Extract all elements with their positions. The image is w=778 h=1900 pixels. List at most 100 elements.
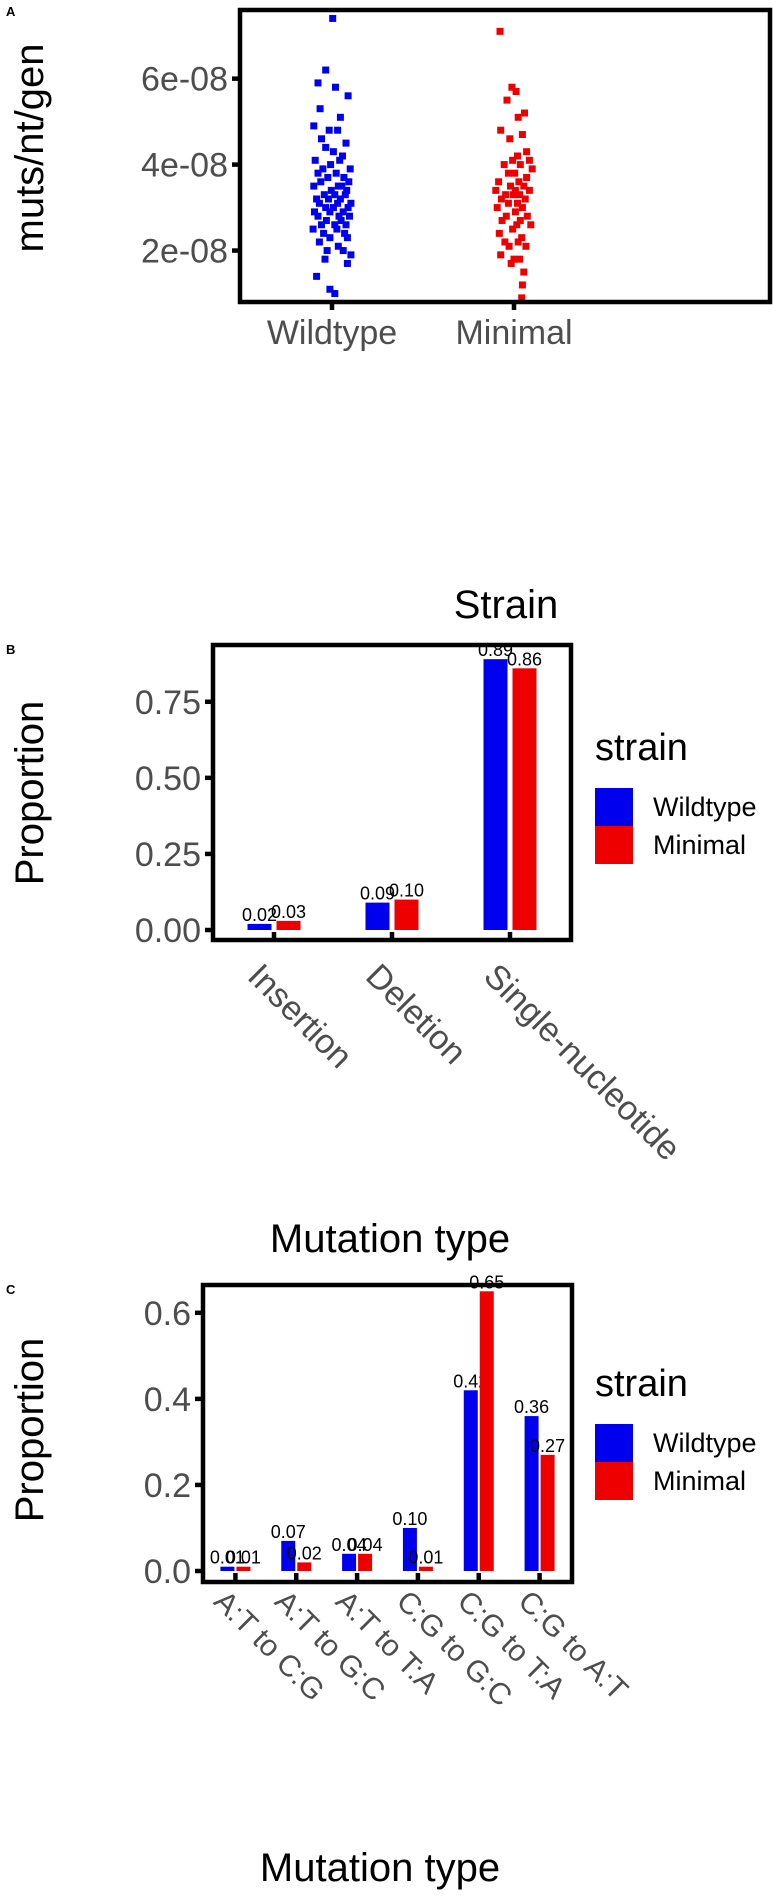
y-tick-label: 0.6 [144,1295,191,1333]
legend-label-minimal: Minimal [653,1466,746,1496]
bar-minimal-deletion [394,899,419,930]
scatter-point-minimal [497,195,505,203]
scatter-point-minimal [509,191,517,199]
scatter-point-minimal [510,255,518,263]
scatter-point-minimal [505,242,513,250]
scatter-point-wildtype [346,212,353,220]
scatter-point-wildtype [325,126,333,134]
scatter-point-wildtype [340,173,348,181]
bar-wildtype-single-nucleotide [483,659,508,930]
scatter-point-wildtype [321,255,329,263]
panel-b-bar-chart: B Strain Proportion Mutation type 0.000.… [6,583,757,1261]
scatter-point-minimal [495,178,503,186]
scatter-point-wildtype [331,191,339,199]
scatter-point-wildtype [336,156,344,164]
scatter-point-minimal [508,83,516,91]
y-tick-label: 0.50 [135,760,201,798]
scatter-point-minimal [514,152,521,160]
bar-wildtype-insertion [247,923,272,930]
scatter-point-wildtype [336,195,344,203]
scatter-point-wildtype [334,126,342,134]
scatter-point-wildtype [342,139,350,147]
data-label-wildtype-insertion: 0.02 [242,905,277,925]
scatter-point-wildtype [320,229,328,237]
panel-a-scatter: A muts/nt/gen 2e-08 4e-08 6e-08 Wildtype Mi… [6,4,773,352]
scatter-point-minimal [501,238,509,246]
scatter-point-wildtype [327,161,335,169]
scatter-point-minimal [525,156,533,164]
scatter-point-minimal [516,216,524,224]
legend-key-minimal [595,826,633,864]
scatter-point-wildtype [341,191,349,199]
scatter-point-minimal [502,191,510,199]
scatter-point-minimal [506,135,514,143]
scatter-point-wildtype [344,204,352,212]
panel-b-legend: strain Wildtype Minimal [595,727,757,864]
scatter-point-wildtype [309,225,317,233]
scatter-point-minimal [522,242,530,250]
data-label-wildtype-c-g-to-t-a: 0.42 [453,1371,488,1391]
panel-b-letter: B [6,642,15,657]
x-tick-label-minimal: Minimal [455,314,572,352]
panel-b-frame [210,642,574,943]
panel-c-y-axis-label: Proportion [8,1338,52,1523]
data-label-minimal-c-g-to-t-a: 0.65 [469,1272,504,1292]
scatter-point-wildtype [318,135,325,143]
scatter-point-wildtype [346,165,354,173]
scatter-point-minimal [504,199,512,207]
panel-c-bars: 0.010.010.070.02 0.040.040.100.010.420.65… [210,1272,565,1571]
bar-wildtype-c-g-to-a-t [524,1416,539,1571]
scatter-point-wildtype [331,221,339,229]
x-tick-label-deletion: Deletion [358,957,473,1072]
panel-c-letter: C [6,1282,16,1297]
panel-b-x-axis-label: Mutation type [270,1217,510,1261]
scatter-point-wildtype [311,208,318,216]
scatter-point-wildtype [322,66,330,74]
scatter-point-minimal [516,255,524,263]
data-label-minimal-single-nucleotide: 0.86 [507,649,542,669]
bar-minimal-c-g-to-t-a [479,1291,494,1571]
scatter-point-wildtype [337,216,345,224]
scatter-point-minimal [525,186,533,194]
panel-b-y-axis: 0.00 0.25 0.50 0.75 [135,684,213,950]
scatter-point-minimal [518,131,526,139]
scatter-point-wildtype [311,156,319,164]
data-label-minimal-a-t-to-c-g: 0.01 [226,1548,261,1568]
panel-a-y-axis: 2e-08 4e-08 6e-08 [141,61,240,271]
data-label-minimal-a-t-to-t-a: 0.04 [348,1535,383,1555]
scatter-point-minimal [511,208,519,216]
scatter-point-wildtype [316,105,324,113]
scatter-point-minimal [515,178,523,186]
panel-b-y-axis-label: Proportion [8,701,52,886]
scatter-point-wildtype [314,79,322,87]
data-label-minimal-deletion: 0.10 [389,881,424,901]
scatter-point-wildtype [347,199,355,207]
scatter-point-wildtype [319,165,327,173]
scatter-point-minimal [528,165,536,173]
scatter-point-wildtype [338,182,346,190]
panel-c-y-axis: 0.0 0.2 0.4 0.6 [144,1295,203,1591]
legend-title: strain [595,1363,688,1405]
bar-wildtype-a-t-to-t-a [342,1553,357,1571]
legend-label-wildtype: Wildtype [653,792,757,822]
scatter-point-wildtype [331,290,339,298]
data-label-minimal-c-g-to-a-t: 0.27 [530,1436,565,1456]
scatter-point-wildtype [343,186,351,194]
scatter-point-wildtype [347,251,355,259]
scatter-point-wildtype [313,195,321,203]
scatter-point-minimal [521,109,528,117]
scatter-point-minimal [497,126,505,134]
y-tick-label: 0.25 [135,836,201,874]
bar-minimal-insertion [276,920,301,930]
panel-a-letter: A [6,4,16,19]
y-tick-label: 4e-08 [141,147,228,185]
scatter-point-minimal [514,113,522,121]
scatter-point-minimal [504,169,512,177]
scatter-point-wildtype [323,247,331,255]
scatter-point-minimal [527,221,535,229]
legend-label-minimal: Minimal [653,830,746,860]
scatter-point-wildtype [310,182,318,190]
panel-a-frame [237,7,773,305]
scatter-point-minimal [492,186,500,194]
y-tick-label: 0.00 [135,912,201,950]
